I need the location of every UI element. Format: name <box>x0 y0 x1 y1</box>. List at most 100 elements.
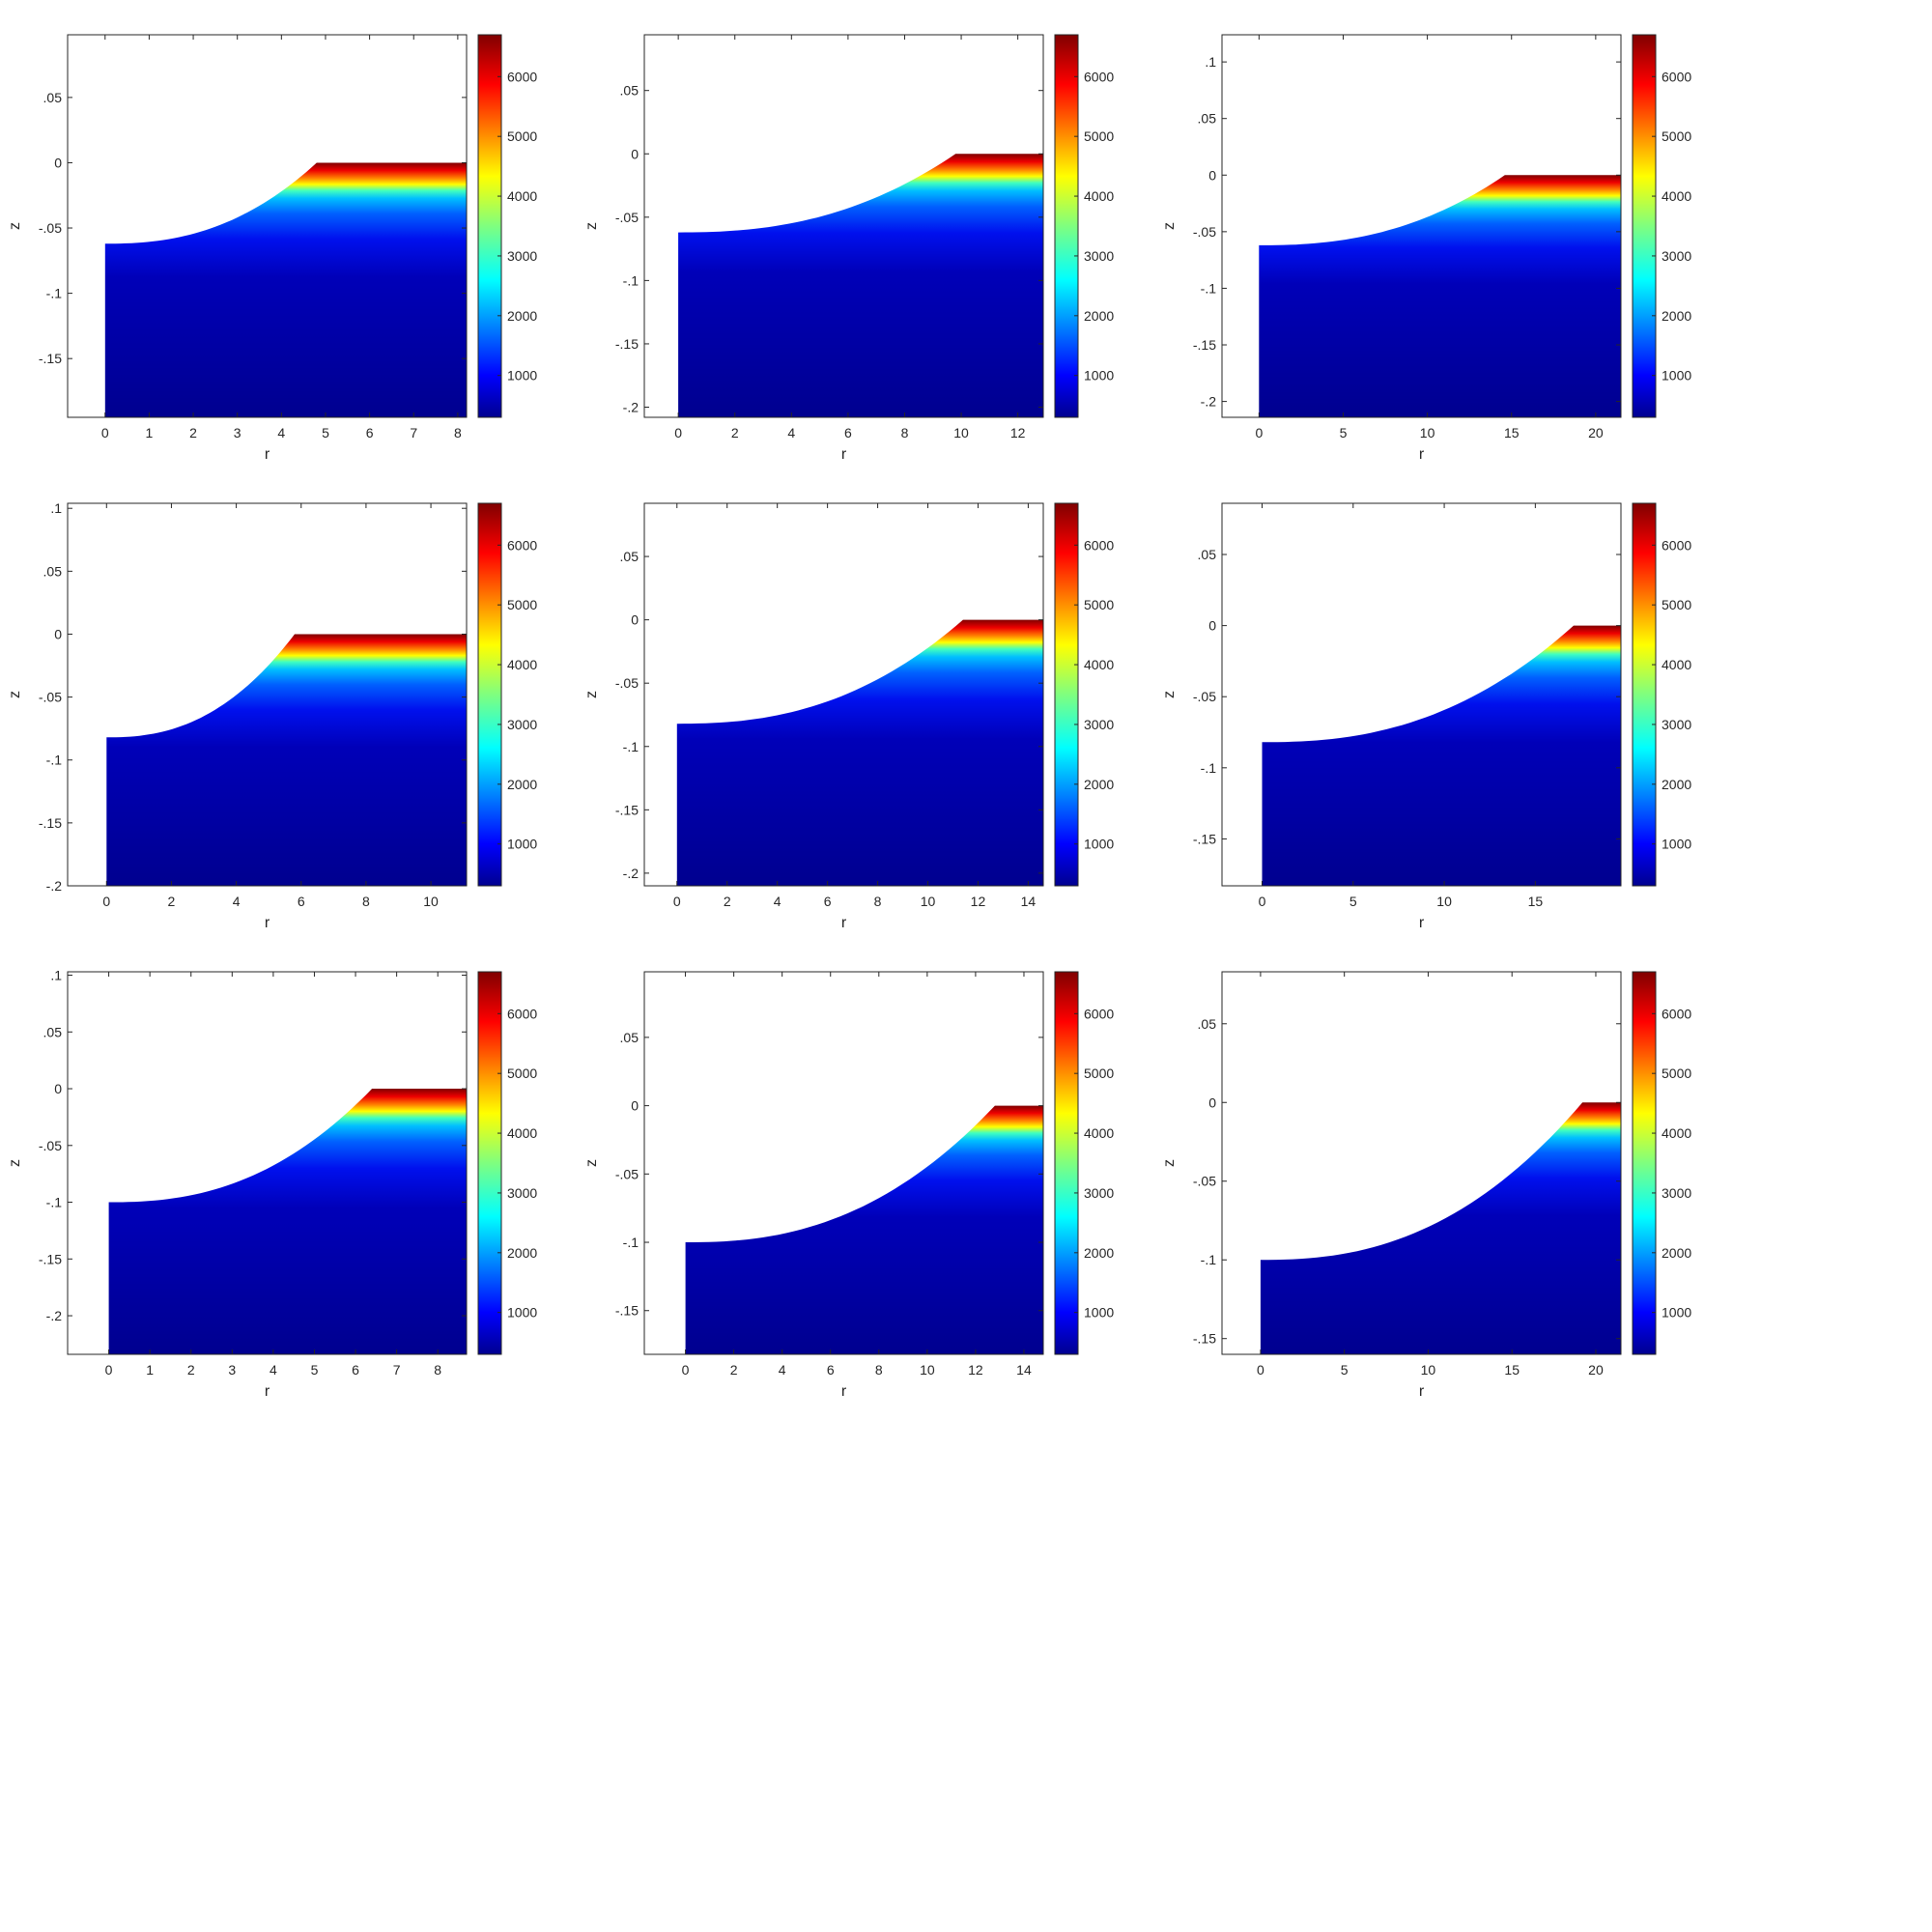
colorbar: 1000 2000 3000 4000 5000 6000 <box>1054 34 1114 418</box>
y-tick-label: 0 <box>54 1081 62 1096</box>
x-tick-label: 2 <box>168 894 176 909</box>
colorbar-scale <box>1632 971 1657 1355</box>
colorbar-tick-label: 3000 <box>1084 717 1114 732</box>
x-tick-label: 12 <box>971 894 986 909</box>
y-tick-label: -.05 <box>39 1138 62 1153</box>
axes-frame <box>1221 971 1622 1355</box>
colorbar-tick-label: 2000 <box>507 308 537 324</box>
axes-frame <box>1221 34 1622 418</box>
colorbar: 1000 2000 3000 4000 5000 6000 <box>477 971 537 1355</box>
x-tick-label: 8 <box>362 894 370 909</box>
x-tick-label: 0 <box>1259 894 1266 909</box>
y-tick-label: -.15 <box>1193 831 1216 846</box>
y-tick-label: .1 <box>1205 54 1216 70</box>
colorbar-tick-label: 6000 <box>1662 1006 1691 1021</box>
colorbar-tick-label: 3000 <box>507 1185 537 1201</box>
x-axis-label: r <box>841 915 847 931</box>
colorbar-tick-label: 6000 <box>507 537 537 553</box>
colorbar-tick-label: 6000 <box>507 1006 537 1021</box>
x-tick-label: 10 <box>1421 1362 1436 1378</box>
colorbar-tick-label: 1000 <box>1662 1305 1691 1321</box>
x-tick-label: 0 <box>1255 425 1263 440</box>
y-tick-label: -.2 <box>46 878 63 894</box>
temperature-field <box>1259 175 1621 417</box>
colorbar-tick-label: 5000 <box>1662 128 1691 144</box>
colorbar-tick-label: 4000 <box>1084 188 1114 204</box>
x-tick-label: 2 <box>730 1362 738 1378</box>
panel-6: 0 5 10 15 -.15 -.1 -.05 0 .05 r z 1000 2000 3000 4000 5… <box>1161 502 1691 931</box>
y-tick-label: -.05 <box>615 210 639 225</box>
y-tick-label: -.15 <box>39 351 62 366</box>
colorbar-tick-label: 3000 <box>1662 248 1691 264</box>
x-tick-label: 4 <box>774 894 781 909</box>
x-tick-label: 7 <box>410 425 417 440</box>
colorbar-tick-label: 5000 <box>1662 597 1691 612</box>
y-tick-label: -.15 <box>39 1251 62 1266</box>
y-tick-label: .05 <box>620 549 639 564</box>
x-tick-label: 6 <box>824 894 832 909</box>
x-tick-label: 8 <box>875 1362 883 1378</box>
axes-frame <box>67 34 468 418</box>
colorbar-tick-label: 1000 <box>1084 368 1114 384</box>
colorbar-tick-label: 2000 <box>507 777 537 792</box>
y-tick-label: -.1 <box>1201 1252 1217 1267</box>
colorbar-tick-label: 4000 <box>507 1125 537 1141</box>
x-tick-label: 2 <box>189 425 197 440</box>
x-tick-label: 10 <box>1420 425 1435 440</box>
y-tick-label: -.1 <box>623 1235 639 1250</box>
colorbar-tick-label: 4000 <box>1662 188 1691 204</box>
x-axis-label: r <box>1419 1383 1425 1400</box>
y-tick-label: -.15 <box>615 1303 639 1319</box>
x-tick-label: 5 <box>311 1362 319 1378</box>
x-tick-label: 3 <box>228 1362 236 1378</box>
colorbar-tick-label: 6000 <box>1662 69 1691 84</box>
y-tick-label: 0 <box>631 146 639 161</box>
x-tick-label: 1 <box>146 1362 154 1378</box>
axes-frame <box>1221 502 1622 887</box>
colorbar-scale <box>477 971 502 1355</box>
x-tick-label: 12 <box>968 1362 983 1378</box>
colorbar-tick-label: 5000 <box>1084 1065 1114 1081</box>
x-tick-label: 5 <box>322 425 329 440</box>
x-tick-label: 5 <box>1340 425 1348 440</box>
colorbar-tick-label: 1000 <box>507 837 537 852</box>
x-tick-label: 6 <box>827 1362 835 1378</box>
colorbar-tick-label: 5000 <box>507 128 537 144</box>
panel-1: 0 1 2 3 4 5 6 7 8 -.15 -.1 -.05 0 .05 r z 1000 2000 3000 40… <box>7 34 537 463</box>
colorbar-tick-label: 1000 <box>1662 837 1691 852</box>
x-tick-label: 5 <box>1350 894 1357 909</box>
temperature-field <box>106 634 468 886</box>
colorbar-tick-label: 4000 <box>1084 1125 1114 1141</box>
y-tick-label: -.1 <box>1201 280 1217 296</box>
y-axis-label: z <box>7 1159 23 1167</box>
y-tick-label: .05 <box>1198 547 1217 562</box>
x-tick-label: 0 <box>1257 1362 1264 1378</box>
y-tick-label: -.1 <box>1201 760 1217 776</box>
y-tick-label: -.05 <box>39 220 62 236</box>
x-tick-label: 0 <box>101 425 109 440</box>
axes-frame <box>643 34 1044 418</box>
colorbar: 1000 2000 3000 4000 5000 6000 <box>1054 971 1114 1355</box>
x-tick-label: 2 <box>731 425 739 440</box>
x-tick-label: 6 <box>298 894 305 909</box>
x-tick-label: 0 <box>682 1362 690 1378</box>
x-axis-label: r <box>265 446 270 463</box>
x-tick-label: 4 <box>779 1362 786 1378</box>
x-tick-label: 3 <box>234 425 242 440</box>
colorbar-tick-label: 5000 <box>507 1065 537 1081</box>
temperature-field <box>676 619 1043 886</box>
y-axis-label: z <box>583 222 600 230</box>
colorbar-tick-label: 6000 <box>1084 1006 1114 1021</box>
axes-frame <box>67 502 468 887</box>
x-tick-label: 15 <box>1528 894 1544 909</box>
y-tick-label: 0 <box>1208 167 1216 183</box>
y-tick-label: .05 <box>1198 1016 1217 1032</box>
y-tick-label: -.05 <box>1193 689 1216 704</box>
temperature-field <box>104 162 468 417</box>
x-tick-label: 6 <box>844 425 852 440</box>
y-tick-label: -.05 <box>615 1166 639 1181</box>
y-tick-label: 0 <box>1208 618 1216 634</box>
colorbar-scale <box>477 34 502 418</box>
y-tick-label: -.05 <box>615 675 639 691</box>
colorbar-tick-label: 2000 <box>1662 1245 1691 1261</box>
